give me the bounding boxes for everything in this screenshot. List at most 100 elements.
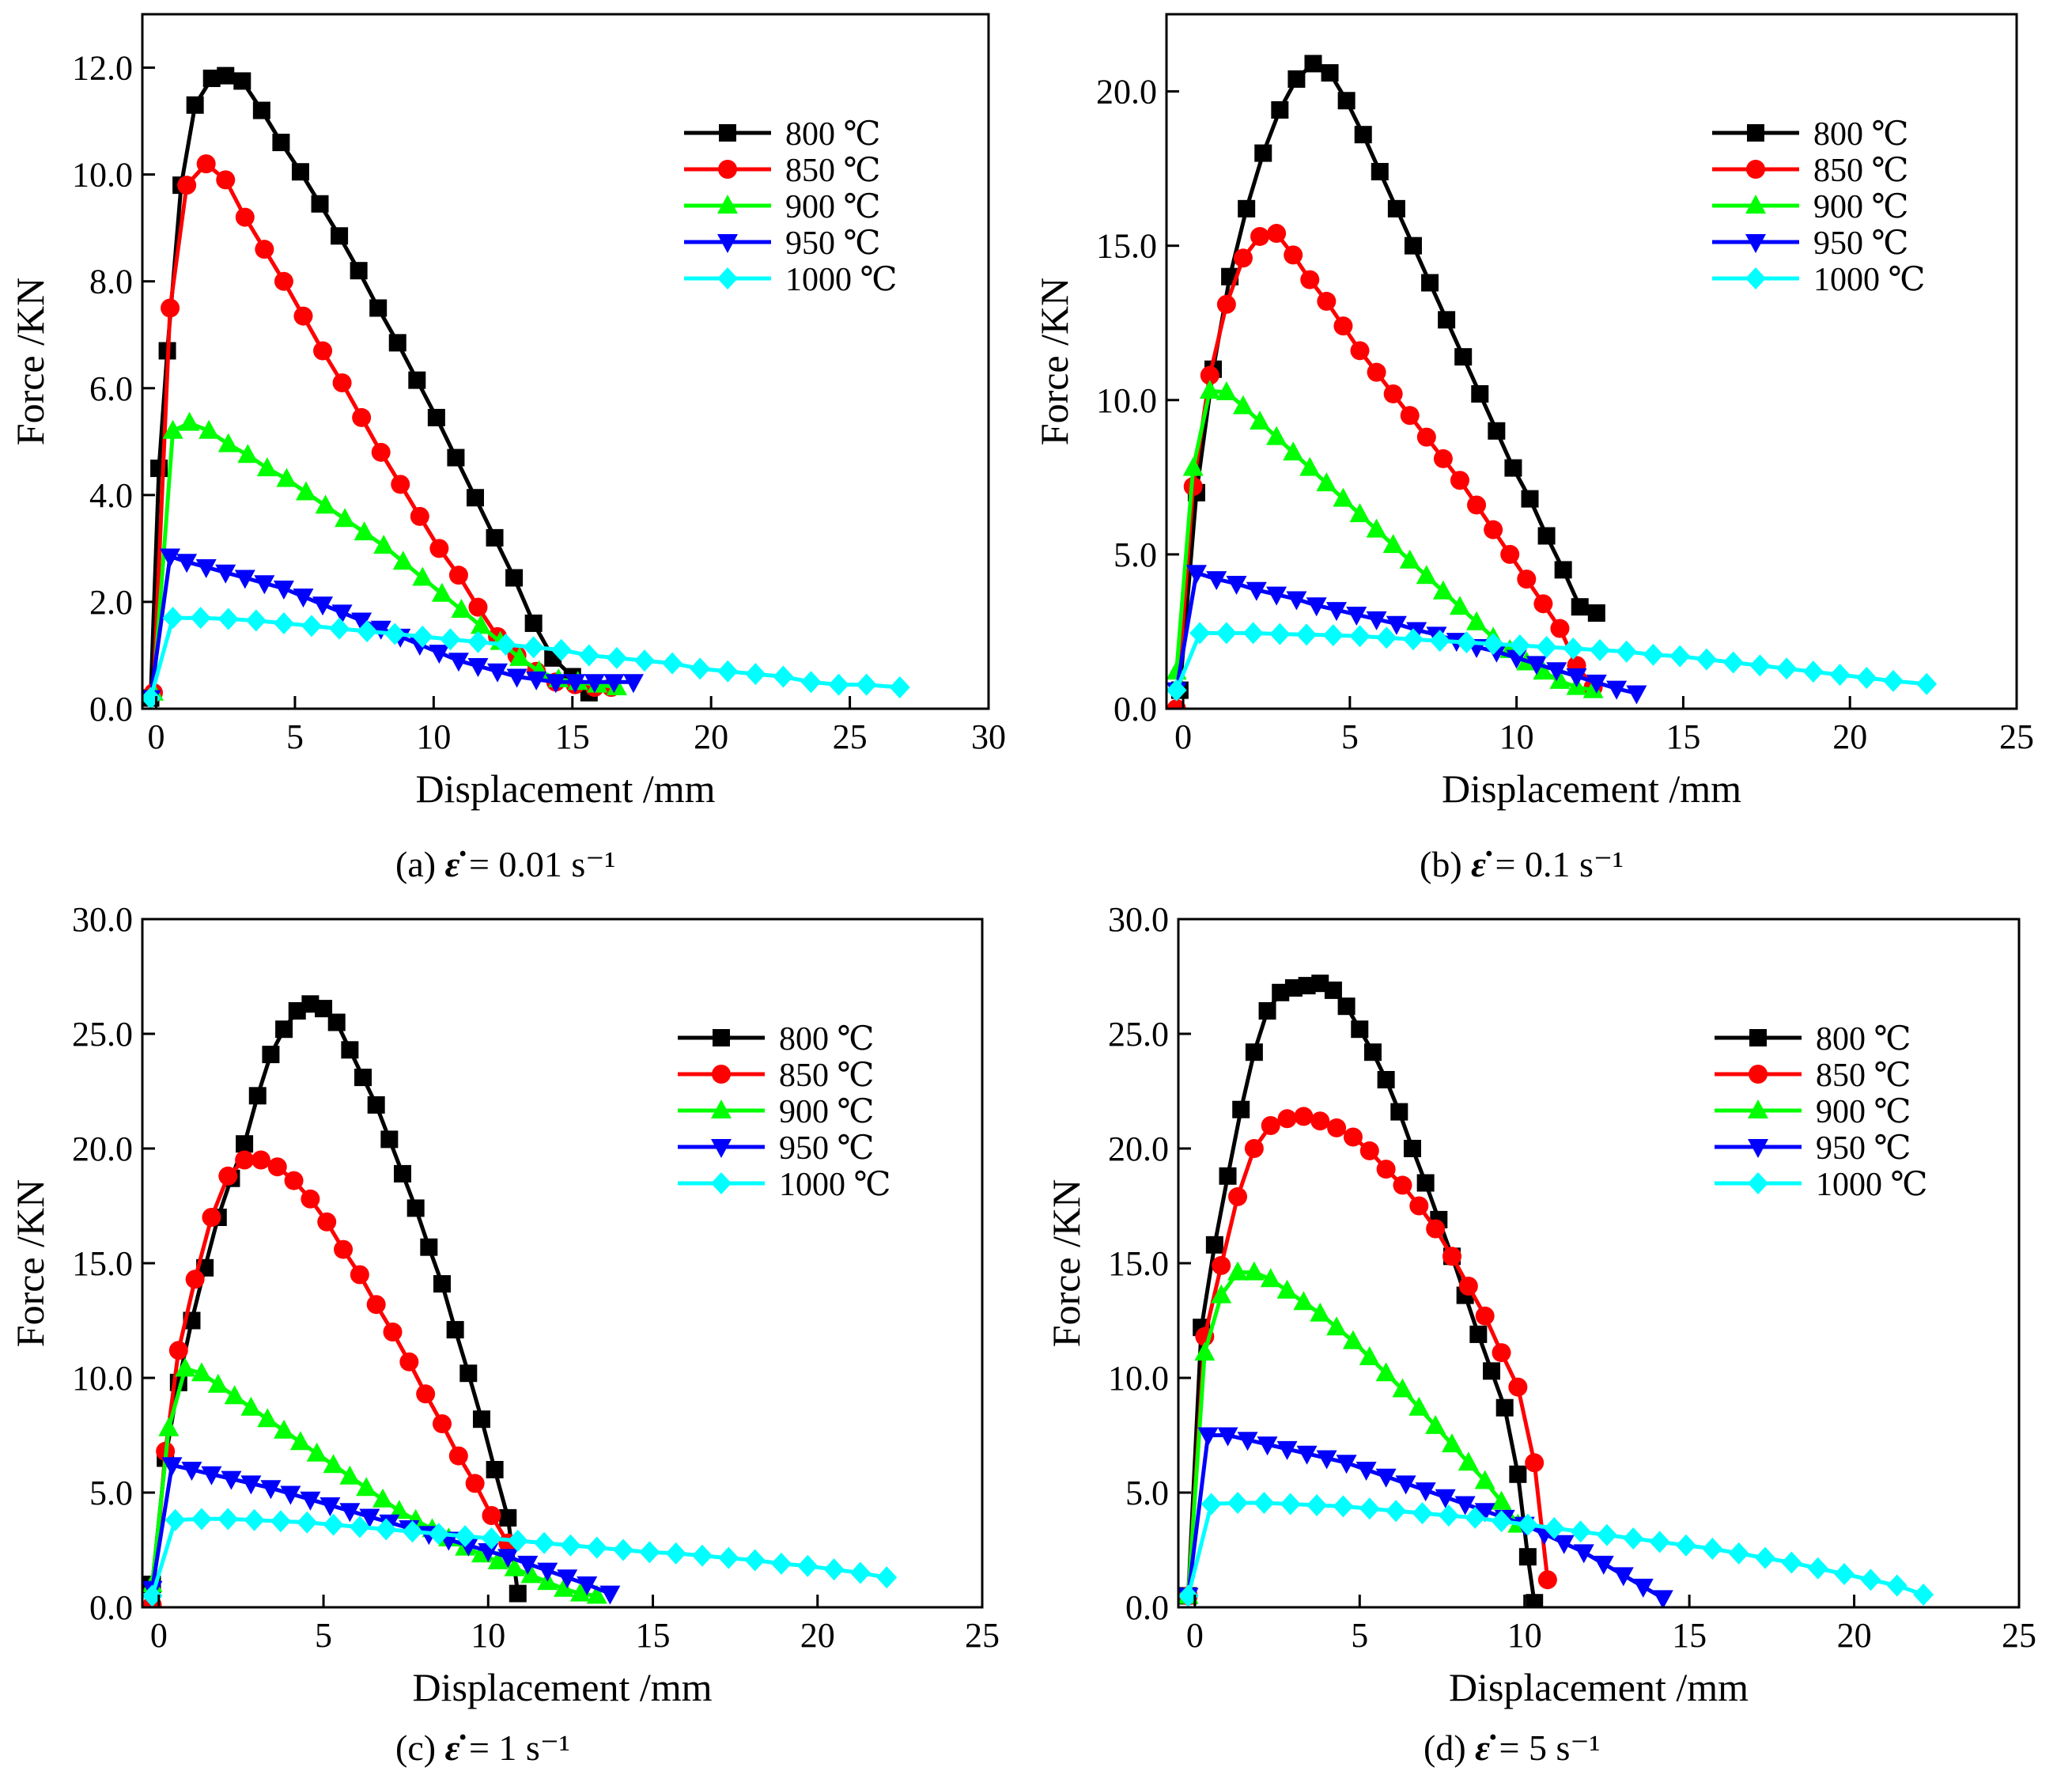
data-point-b-2-1 xyxy=(1182,456,1204,476)
data-point-a-1-3 xyxy=(196,154,216,174)
data-point-d-4-10 xyxy=(1438,1504,1459,1527)
legend-marker-a-3 xyxy=(717,234,738,253)
caption-rate-c: = 1 s⁻¹ xyxy=(459,1728,569,1768)
y-tick-label-a-3: 6.0 xyxy=(89,369,133,408)
data-point-b-1-23 xyxy=(1550,619,1570,638)
data-point-b-4-1 xyxy=(1189,622,1211,645)
x-tick-label-b-3: 15 xyxy=(1666,717,1700,756)
panel-d: 0 5 10 15 20 25 0.0 5.0 10.0 15.0 20.0 25.0 30.0 Disp… xyxy=(1044,900,2036,1768)
data-point-b-2-9 xyxy=(1316,472,1337,492)
data-point-b-1-16 xyxy=(1433,448,1453,468)
data-point-d-2-16 xyxy=(1441,1433,1462,1453)
data-point-a-2-10 xyxy=(335,508,356,528)
data-point-b-0-10 xyxy=(1337,92,1355,110)
y-tick-label-b-3: 15.0 xyxy=(1096,227,1157,266)
data-point-b-4-8 xyxy=(1376,626,1397,649)
data-point-d-4-19 xyxy=(1675,1534,1696,1557)
data-point-b-2-15 xyxy=(1416,565,1437,585)
data-point-c-4-18 xyxy=(613,1538,634,1561)
data-point-b-1-21 xyxy=(1517,570,1537,589)
data-point-c-4-16 xyxy=(560,1534,581,1557)
data-point-d-1-8 xyxy=(1310,1111,1330,1131)
data-point-b-0-7 xyxy=(1287,70,1306,88)
data-point-c-1-20 xyxy=(465,1474,485,1493)
data-point-c-4-23 xyxy=(744,1549,766,1572)
data-point-b-4-7 xyxy=(1349,625,1371,648)
data-point-a-3-17 xyxy=(467,657,489,677)
data-point-b-1-8 xyxy=(1300,270,1320,290)
x-tick-label-a-2: 10 xyxy=(416,717,451,756)
data-point-d-3-10 xyxy=(1375,1468,1397,1488)
series-c-2 xyxy=(142,1357,607,1604)
data-point-d-4-2 xyxy=(1227,1492,1249,1515)
data-point-b-1-4 xyxy=(1233,248,1253,268)
data-point-d-3-21 xyxy=(1593,1555,1614,1575)
data-point-a-0-17 xyxy=(427,408,445,426)
data-point-d-2-12 xyxy=(1375,1362,1397,1382)
data-point-c-4-14 xyxy=(507,1529,528,1552)
data-point-c-3-6 xyxy=(260,1480,282,1500)
data-point-a-4-14 xyxy=(523,636,544,659)
data-point-d-1-10 xyxy=(1343,1127,1363,1147)
data-point-c-1-16 xyxy=(399,1352,419,1372)
data-point-d-3-24 xyxy=(1652,1590,1673,1607)
x-tick-label-a-6: 30 xyxy=(971,717,1006,756)
data-point-a-3-21 xyxy=(545,674,566,694)
data-point-d-1-7 xyxy=(1294,1107,1314,1126)
data-point-c-3-7 xyxy=(280,1485,301,1505)
data-point-d-2-19 xyxy=(1491,1490,1512,1510)
data-point-a-4-15 xyxy=(550,638,572,661)
data-point-d-1-17 xyxy=(1458,1277,1478,1296)
data-point-d-4-27 xyxy=(1886,1574,1908,1597)
data-point-c-2-2 xyxy=(175,1357,196,1377)
data-point-c-2-22 xyxy=(504,1557,525,1576)
data-point-c-3-23 xyxy=(599,1585,621,1605)
data-point-a-4-3 xyxy=(217,607,239,630)
data-point-a-3-10 xyxy=(331,604,353,624)
legend-marker-a-4 xyxy=(717,267,738,290)
series-line-b-0 xyxy=(1178,61,1597,691)
data-point-b-3-20 xyxy=(1566,668,1587,688)
data-point-b-2-4 xyxy=(1232,395,1253,414)
data-point-d-1-19 xyxy=(1492,1343,1511,1363)
data-point-d-0-26 xyxy=(1518,1548,1537,1566)
data-point-c-0-14 xyxy=(327,1013,346,1031)
data-point-b-0-15 xyxy=(1421,274,1439,292)
data-point-c-4-19 xyxy=(639,1541,660,1564)
data-point-c-0-19 xyxy=(394,1164,412,1183)
data-point-b-0-19 xyxy=(1488,422,1506,440)
data-point-b-4-17 xyxy=(1616,640,1637,663)
data-point-d-4-20 xyxy=(1702,1538,1723,1561)
data-point-d-2-6 xyxy=(1276,1279,1298,1299)
data-point-d-1-20 xyxy=(1508,1377,1528,1397)
data-point-c-0-17 xyxy=(367,1096,385,1114)
data-point-c-4-3 xyxy=(217,1508,239,1531)
data-point-d-2-4 xyxy=(1243,1261,1265,1281)
data-point-d-4-1 xyxy=(1200,1493,1222,1516)
data-point-a-1-13 xyxy=(391,475,410,494)
data-point-b-4-3 xyxy=(1242,622,1264,645)
data-point-d-1-14 xyxy=(1409,1196,1429,1216)
data-point-b-0-13 xyxy=(1387,199,1405,218)
data-point-a-3-23 xyxy=(584,674,605,694)
legend-marker-d-3 xyxy=(1748,1139,1768,1158)
data-point-d-1-5 xyxy=(1261,1116,1280,1135)
data-point-a-4-7 xyxy=(329,617,350,640)
panel-b: 0 5 10 15 20 25 0.0 5.0 10.0 15.0 20.0 Displacement… xyxy=(1032,13,2034,884)
data-point-a-0-7 xyxy=(233,72,251,90)
y-tick-label-c-2: 10.0 xyxy=(72,1359,133,1398)
data-point-a-4-8 xyxy=(357,620,378,643)
legend-marker-b-2 xyxy=(1745,195,1766,214)
data-point-a-0-19 xyxy=(466,489,484,507)
data-point-a-0-16 xyxy=(408,371,426,389)
data-point-a-2-9 xyxy=(315,494,336,514)
series-line-d-0 xyxy=(1186,981,1537,1603)
data-point-b-4-6 xyxy=(1322,624,1344,647)
y-tick-label-a-5: 10.0 xyxy=(72,156,133,195)
x-tick-label-d-1: 5 xyxy=(1351,1616,1368,1655)
data-point-b-2-3 xyxy=(1216,381,1237,401)
data-point-d-0-10 xyxy=(1311,974,1329,993)
series-b-4 xyxy=(1166,622,1938,702)
legend-marker-c-1 xyxy=(712,1065,731,1084)
caption-label-a: (a) xyxy=(395,844,445,884)
